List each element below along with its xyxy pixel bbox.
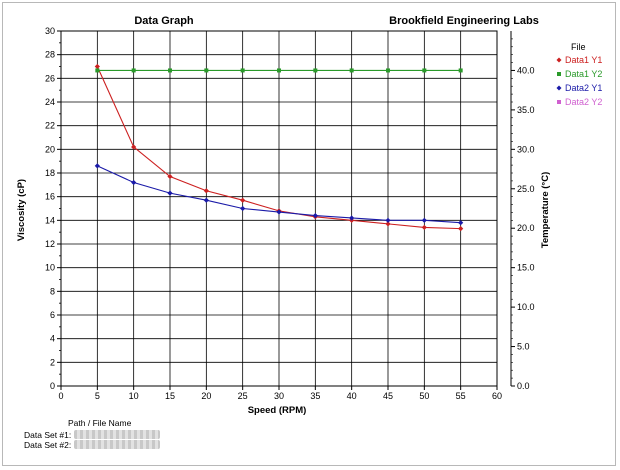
legend-entry-label: Data2 Y2 [565, 97, 602, 107]
chart-subtitle: Brookfield Engineering Labs [389, 15, 539, 27]
y-right-tick-label: 30.0 [517, 144, 535, 154]
x-tick-label: 0 [58, 391, 63, 401]
y-axis-left-label: Viscosity (cP) [16, 179, 27, 241]
y-right-tick-label: 5.0 [517, 342, 530, 352]
y-right-tick-label: 20.0 [517, 223, 535, 233]
series-3-point [349, 215, 355, 221]
y-left-tick-label: 26 [45, 73, 55, 83]
legend-title: File [571, 42, 586, 52]
legend-marker [556, 57, 562, 63]
legend: File Data1 Y1 Data1 Y2 Data2 Y1 Data2 Y2 [556, 42, 602, 107]
series-3-point [131, 179, 137, 186]
y-left-tick-label: 0 [50, 381, 55, 391]
x-axis-label: Speed (RPM) [248, 405, 307, 416]
series-2-point [131, 68, 136, 73]
y-left-tick-label: 8 [50, 286, 55, 296]
y-axis-right-label: Temperature (°C) [540, 172, 551, 248]
legend-entry-label: Data1 Y1 [565, 55, 602, 65]
series-2-point [95, 68, 100, 73]
series-1-point [203, 188, 209, 194]
x-tick-label: 35 [310, 391, 320, 401]
y-right-tick-label: 10.0 [517, 302, 535, 312]
y-left-tick-label: 2 [50, 357, 55, 367]
series-3-point [167, 190, 173, 196]
path-header: Path / File Name [68, 418, 132, 428]
series-1-point [131, 144, 137, 150]
series-2-point [240, 68, 245, 73]
y-left-tick-label: 20 [45, 144, 55, 154]
series-1-point [385, 221, 391, 227]
y-right-tick-label: 15.0 [517, 263, 535, 273]
y-left-tick-label: 24 [45, 97, 55, 107]
series-2-point [386, 68, 390, 73]
x-tick-label: 50 [419, 391, 429, 401]
series-3-point [94, 163, 100, 169]
y-right-tick-label: 40.0 [517, 65, 535, 75]
y-left-tick-label: 4 [50, 334, 55, 344]
y-left-tick-label: 6 [50, 310, 55, 320]
y-left-tick-label: 28 [45, 50, 55, 60]
redacted-path-2 [74, 440, 160, 449]
legend-marker [556, 85, 562, 91]
series-1-point [94, 63, 100, 70]
x-tick-label: 45 [383, 391, 393, 401]
y-right-tick-label: 35.0 [517, 105, 535, 115]
series-1-point [167, 173, 173, 180]
axes: 0 5 10 15 20 25 30 35 40 45 50 55 600246810121416182… [45, 26, 535, 401]
chart-title: Data Graph [134, 15, 194, 27]
x-tick-label: 30 [274, 391, 284, 401]
grid [60, 30, 498, 387]
series-2-point [313, 68, 318, 73]
y-left-tick-label: 12 [45, 239, 55, 249]
series-3-point [458, 220, 464, 226]
series-2-point [277, 68, 281, 73]
series-3-point [240, 205, 246, 212]
y-left-tick-label: 22 [45, 121, 55, 131]
redacted-path-1 [74, 430, 160, 439]
x-tick-label: 40 [347, 391, 357, 401]
legend-marker [557, 100, 561, 104]
x-tick-label: 20 [201, 391, 211, 401]
series-3-point [203, 197, 209, 203]
series-3-point [276, 209, 282, 215]
series-3-point [312, 213, 318, 219]
x-tick-label: 10 [129, 391, 139, 401]
series-2-point [204, 68, 209, 73]
y-left-tick-label: 16 [45, 192, 55, 202]
legend-entry-label: Data1 Y2 [565, 69, 602, 79]
data-set-2-label: Data Set #2: [24, 440, 72, 450]
series-2-point [349, 68, 354, 73]
series-3-point [385, 217, 391, 223]
legend-entry-label: Data2 Y1 [565, 83, 602, 93]
x-tick-label: 5 [95, 391, 100, 401]
x-tick-label: 55 [456, 391, 466, 401]
series-1-point [421, 224, 427, 231]
y-left-tick-label: 30 [45, 26, 55, 36]
series-2-point [422, 68, 427, 73]
y-left-tick-label: 18 [45, 168, 55, 178]
x-tick-label: 15 [165, 391, 175, 401]
series-1-point [458, 226, 464, 232]
series-2-point [168, 68, 172, 73]
series-layer [94, 63, 464, 232]
x-tick-label: 60 [492, 391, 502, 401]
chart-frame [2, 2, 616, 466]
series-1-point [240, 197, 246, 203]
y-right-tick-label: 0.0 [517, 381, 530, 391]
data-set-1-label: Data Set #1: [24, 430, 72, 440]
y-left-tick-label: 10 [45, 263, 55, 273]
x-tick-label: 25 [238, 391, 248, 401]
y-left-tick-label: 14 [45, 215, 55, 225]
legend-marker [557, 72, 561, 76]
series-2-point [458, 68, 463, 73]
y-right-tick-label: 25.0 [517, 184, 535, 194]
series-3-point [421, 217, 427, 223]
